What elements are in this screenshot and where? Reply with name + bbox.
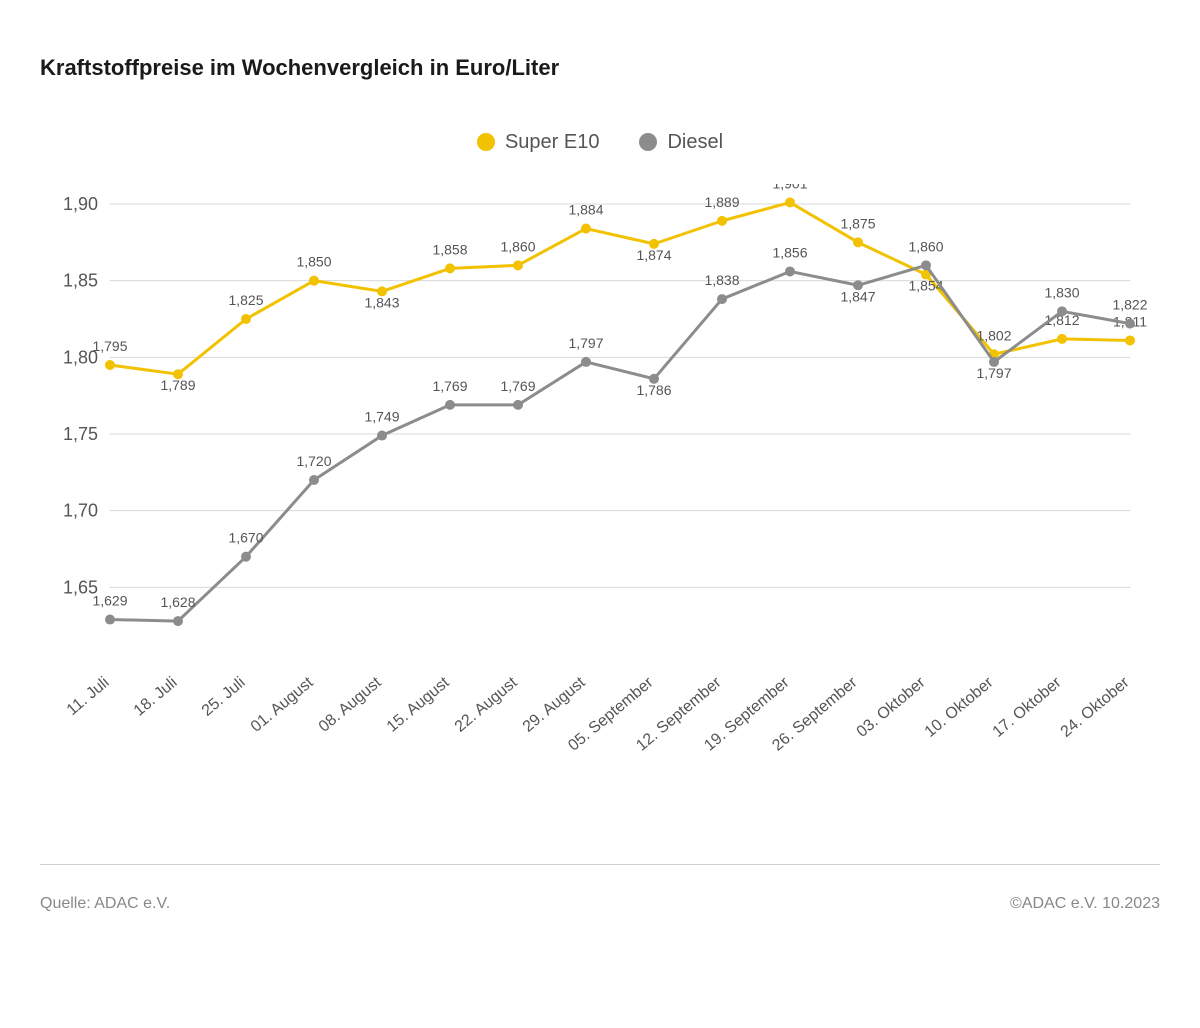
data-label: 1,884 (568, 201, 603, 217)
data-label: 1,797 (568, 335, 603, 351)
legend-item-super-e10: Super E10 (477, 131, 600, 154)
data-label: 1,786 (636, 382, 671, 398)
data-point (513, 260, 523, 270)
series-line (110, 202, 1130, 374)
data-point (445, 263, 455, 273)
data-point (105, 360, 115, 370)
data-label: 1,889 (704, 194, 739, 210)
data-label: 1,843 (364, 294, 399, 310)
x-axis-label: 25. Juli (199, 674, 249, 720)
chart-container: 1,651,701,751,801,851,9011. Juli18. Juli… (40, 184, 1160, 804)
chart-title: Kraftstoffpreise im Wochenvergleich in E… (40, 55, 1160, 81)
data-label: 1,830 (1044, 284, 1079, 300)
y-axis-label: 1,85 (63, 270, 98, 290)
data-point (1057, 306, 1067, 316)
x-axis-label: 24. Oktober (1058, 673, 1133, 740)
legend-dot-icon (477, 133, 495, 151)
data-label: 1,874 (636, 247, 671, 263)
data-point (717, 216, 727, 226)
data-label: 1,769 (500, 378, 535, 394)
data-label: 1,858 (432, 241, 467, 257)
legend-dot-icon (639, 133, 657, 151)
data-label: 1,720 (296, 453, 331, 469)
data-label: 1,850 (296, 253, 331, 269)
data-point (513, 400, 523, 410)
data-label: 1,825 (228, 292, 263, 308)
data-label: 1,838 (704, 272, 739, 288)
data-point (309, 275, 319, 285)
legend: Super E10 Diesel (40, 131, 1160, 154)
data-point (785, 266, 795, 276)
data-point (1125, 335, 1135, 345)
data-label: 1,628 (160, 594, 195, 610)
data-label: 1,860 (500, 238, 535, 254)
data-point (717, 294, 727, 304)
legend-label-diesel: Diesel (667, 131, 723, 154)
data-point (309, 475, 319, 485)
data-label: 1,749 (364, 408, 399, 424)
x-axis-label: 18. Juli (131, 674, 181, 720)
data-label: 1,856 (772, 244, 807, 260)
fuel-price-chart: 1,651,701,751,801,851,9011. Juli18. Juli… (40, 184, 1160, 804)
data-label: 1,795 (92, 338, 127, 354)
data-point (853, 237, 863, 247)
y-axis-label: 1,70 (63, 500, 98, 520)
data-label: 1,875 (840, 215, 875, 231)
x-axis-label: 01. August (248, 673, 317, 735)
data-label: 1,822 (1112, 296, 1147, 312)
data-point (1125, 318, 1135, 328)
x-axis-label: 03. Oktober (854, 673, 929, 740)
data-point (173, 616, 183, 626)
data-label: 1,860 (908, 238, 943, 254)
data-point (241, 551, 251, 561)
y-axis-label: 1,75 (63, 424, 98, 444)
y-axis-label: 1,90 (63, 194, 98, 214)
data-label: 1,901 (772, 184, 807, 191)
data-label: 1,797 (976, 365, 1011, 381)
data-point (377, 430, 387, 440)
legend-item-diesel: Diesel (639, 131, 723, 154)
x-axis-label: 17. Oktober (990, 673, 1065, 740)
data-label: 1,847 (840, 288, 875, 304)
data-point (921, 260, 931, 270)
x-axis-label: 29. August (520, 673, 589, 735)
x-axis-label: 11. Juli (64, 674, 113, 719)
data-label: 1,769 (432, 378, 467, 394)
copyright-label: ©ADAC e.V. 10.2023 (1010, 895, 1160, 913)
data-point (785, 197, 795, 207)
x-axis-label: 15. August (384, 673, 453, 735)
data-point (1057, 334, 1067, 344)
x-axis-label: 10. Oktober (922, 673, 997, 740)
data-label: 1,789 (160, 377, 195, 393)
x-axis-label: 08. August (316, 673, 385, 735)
data-point (105, 614, 115, 624)
series-line (110, 265, 1130, 621)
data-label: 1,670 (228, 529, 263, 545)
data-label: 1,802 (976, 327, 1011, 343)
source-label: Quelle: ADAC e.V. (40, 895, 170, 913)
data-point (445, 400, 455, 410)
data-point (581, 357, 591, 367)
data-point (581, 223, 591, 233)
data-point (241, 314, 251, 324)
footer-divider (40, 864, 1160, 865)
legend-label-super-e10: Super E10 (505, 131, 600, 154)
x-axis-label: 22. August (452, 673, 521, 735)
data-label: 1,629 (92, 592, 127, 608)
